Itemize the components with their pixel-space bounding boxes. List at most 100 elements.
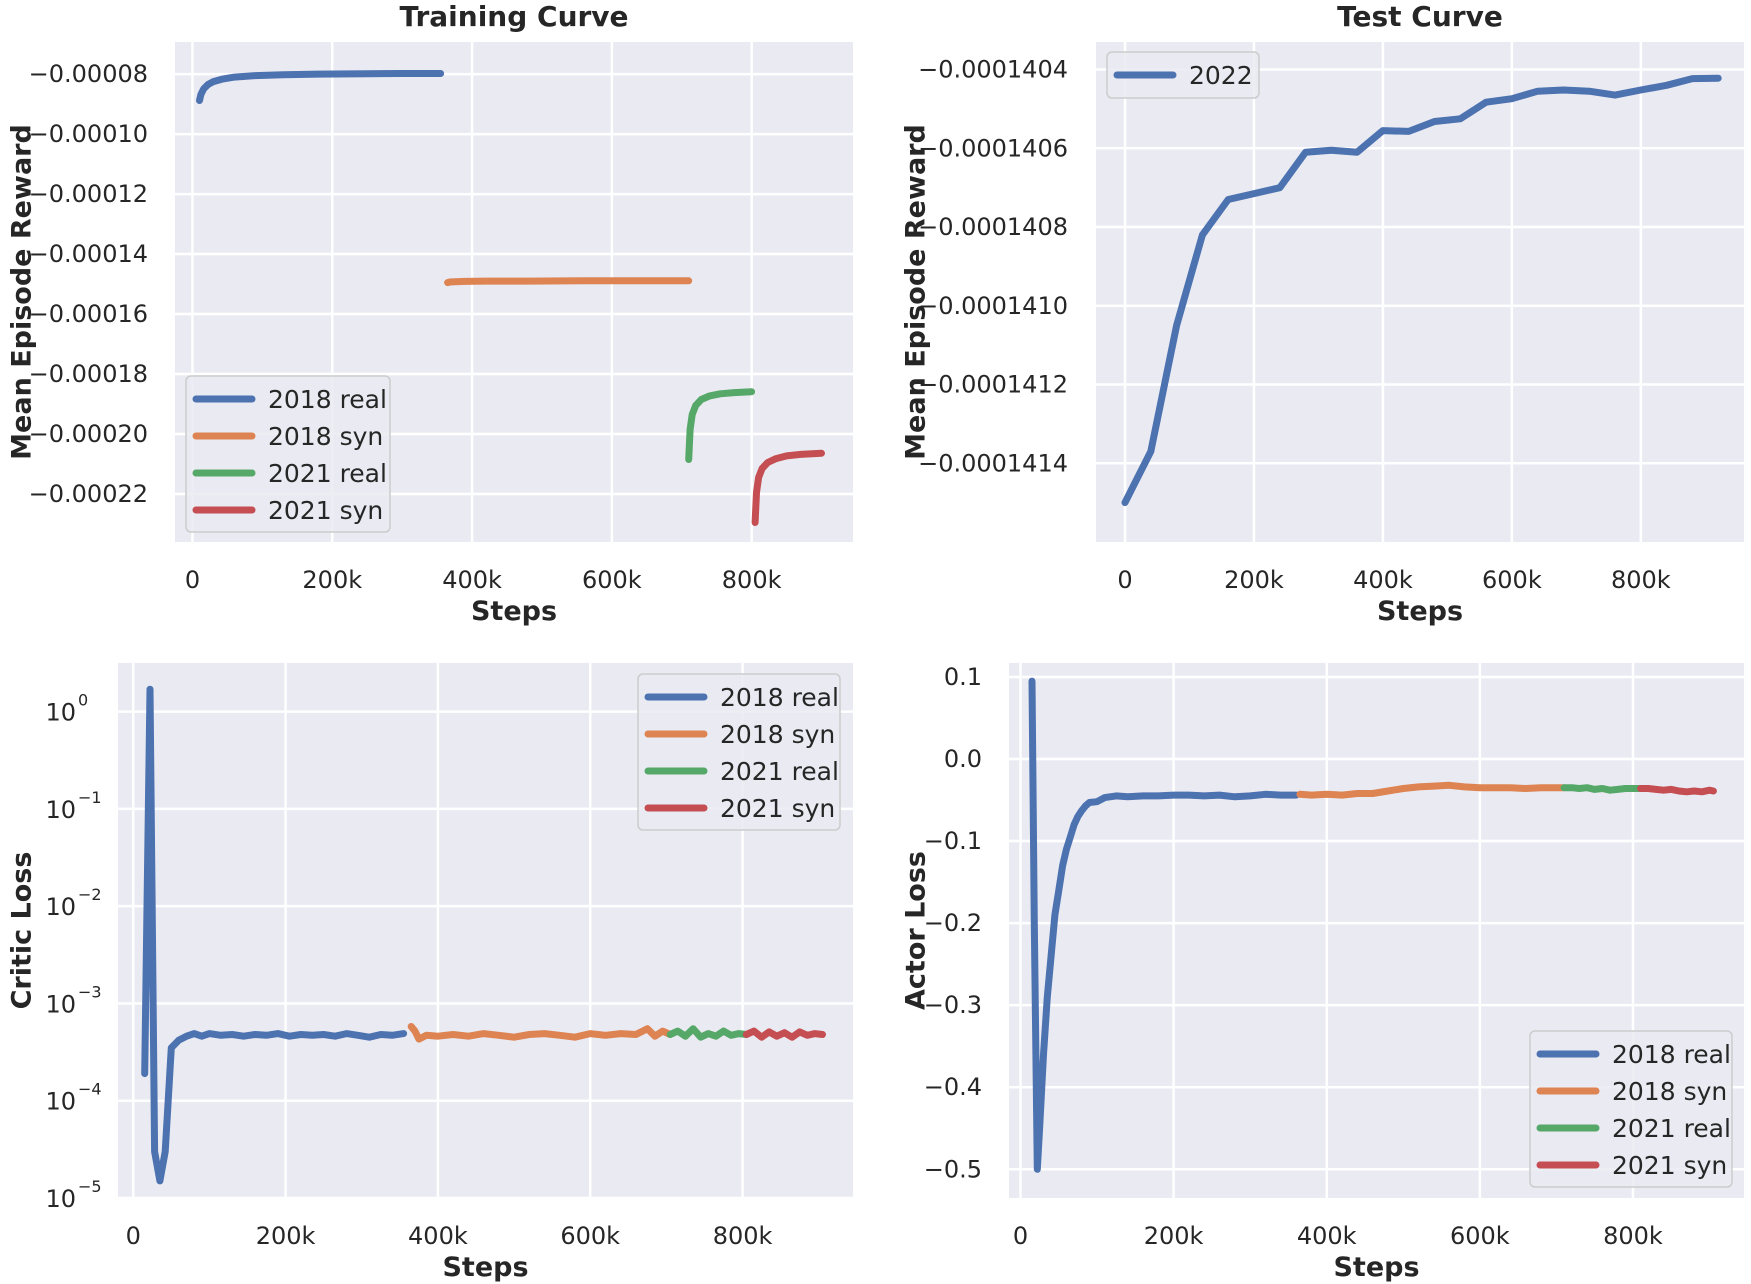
- legend-label: 2021 real: [1612, 1114, 1731, 1143]
- x-tick-label: 0: [1013, 1222, 1028, 1250]
- legend-label: 2021 syn: [1612, 1151, 1727, 1180]
- legend-label: 2018 real: [1612, 1040, 1731, 1069]
- series-line-2021-syn: [1637, 785, 1717, 796]
- y-tick-exponent: −1: [78, 788, 102, 807]
- y-tick-label: −0.0001412: [918, 371, 1068, 399]
- y-tick-exponent: −5: [78, 1177, 102, 1196]
- series-line-2018-syn: [407, 1023, 674, 1043]
- legend-label: 2021 real: [268, 459, 387, 488]
- series-line-2018-real: [1028, 677, 1300, 1173]
- legend-label: 2018 syn: [1612, 1077, 1727, 1106]
- y-tick-label: 0.1: [944, 663, 982, 691]
- y-tick-exponent: −2: [78, 885, 102, 904]
- x-tick-label: 400k: [1353, 566, 1413, 594]
- subplot-1: 0 200k 400k 600k 800k −0.00008 −0.00010 −0.0001…: [7, 0, 853, 627]
- legend-label: 2018 real: [720, 683, 839, 712]
- x-tick-label: 800k: [713, 1222, 773, 1250]
- y-tick-label: −0.00008: [29, 60, 148, 88]
- x-axis-label: Steps: [1377, 596, 1463, 627]
- x-tick-label: 600k: [1450, 1222, 1510, 1250]
- y-axis-label: Actor Loss: [901, 851, 932, 1010]
- x-tick-label: 200k: [1224, 566, 1284, 594]
- x-tick-label: 0: [1117, 566, 1132, 594]
- x-axis-label: Steps: [471, 596, 557, 627]
- subplot-2: 0 200k 400k 600k 800k −0.0001404 −0.0001406 −0.…: [901, 0, 1744, 627]
- y-axis-label: Mean Episode Reward: [7, 124, 38, 460]
- series-line-2018-real: [141, 685, 408, 1185]
- x-tick-label: 600k: [560, 1222, 620, 1250]
- x-tick-label: 400k: [442, 566, 502, 594]
- y-tick-label: 0.0: [944, 745, 982, 773]
- y-tick-label: 10: [45, 990, 76, 1018]
- y-tick-label: 10: [45, 1185, 76, 1213]
- x-tick-label: 400k: [408, 1222, 468, 1250]
- legend-label: 2022: [1189, 61, 1253, 90]
- legend: 2018 real 2018 syn 2021 real 2021 syn: [1529, 1030, 1733, 1188]
- x-tick-label: 400k: [1297, 1222, 1357, 1250]
- x-tick-label: 200k: [302, 566, 362, 594]
- legend-frame: [637, 673, 841, 831]
- legend: 2018 real 2018 syn 2021 real 2021 syn: [185, 375, 391, 533]
- y-tick-label: −0.00022: [29, 480, 148, 508]
- x-tick-label: 600k: [1482, 566, 1542, 594]
- legend: 2022: [1106, 51, 1260, 99]
- legend-label: 2018 real: [268, 385, 387, 414]
- y-tick-label: −0.1: [924, 827, 982, 855]
- y-tick-label: −0.00010: [29, 120, 148, 148]
- x-tick-label: 600k: [582, 566, 642, 594]
- y-tick-label: −0.00014: [29, 240, 148, 268]
- x-tick-label: 200k: [1144, 1222, 1204, 1250]
- legend-label: 2018 syn: [268, 422, 383, 451]
- y-tick-label: −0.0001414: [918, 449, 1068, 477]
- x-tick-label: 800k: [1603, 1222, 1663, 1250]
- y-axis-label: Critic Loss: [7, 852, 38, 1010]
- gridlines: [1009, 663, 1744, 1198]
- legend-frame: [1529, 1030, 1733, 1188]
- x-tick-label: 0: [185, 566, 200, 594]
- gridlines: [118, 663, 853, 1200]
- x-tick-label: 200k: [256, 1222, 316, 1250]
- y-tick-label: −0.0001406: [918, 134, 1068, 162]
- y-tick-label: −0.3: [924, 991, 982, 1019]
- y-tick-label: −0.4: [924, 1073, 982, 1101]
- y-tick-label: −0.2: [924, 909, 982, 937]
- y-tick-label: 10: [45, 1088, 76, 1116]
- legend-frame: [1106, 51, 1260, 99]
- legend: 2018 real 2018 syn 2021 real 2021 syn: [637, 673, 841, 831]
- y-tick-label: −0.5: [924, 1155, 982, 1183]
- plot-area: [1096, 42, 1744, 542]
- series-line-2021-real: [666, 1025, 750, 1041]
- legend-frame: [185, 375, 391, 533]
- y-tick-label: −0.00012: [29, 180, 148, 208]
- y-tick-exponent: −4: [78, 1080, 102, 1099]
- y-tick-exponent: 0: [78, 691, 88, 710]
- subplot-4: 0 200k 400k 600k 800k 0.1 0.0 −0.1 −0.2 −0.3 −0.4 −…: [901, 663, 1744, 1283]
- x-tick-label: 800k: [722, 566, 782, 594]
- y-tick-label: −0.0001404: [918, 56, 1068, 84]
- y-tick-label: 10: [45, 893, 76, 921]
- series-line-2018-real: [196, 70, 445, 104]
- y-tick-label: −0.0001408: [918, 213, 1068, 241]
- y-tick-label: 10: [45, 699, 76, 727]
- chart-title: Training Curve: [399, 0, 628, 33]
- legend-label: 2021 syn: [720, 794, 835, 823]
- y-tick-exponent: −3: [78, 982, 102, 1001]
- series-line-2018-syn: [1296, 781, 1568, 799]
- series-line-2021-real: [685, 388, 756, 463]
- x-axis-label: Steps: [442, 1252, 528, 1283]
- series-line-2021-syn: [751, 449, 825, 526]
- series-line-2021-real: [1560, 784, 1645, 794]
- y-tick-label: −0.00018: [29, 360, 148, 388]
- series-line-2021-syn: [742, 1027, 826, 1041]
- gridlines: [1096, 42, 1744, 542]
- legend-label: 2021 syn: [268, 496, 383, 525]
- series-line-2018-syn: [444, 277, 693, 287]
- x-tick-label: 0: [126, 1222, 141, 1250]
- y-tick-label: −0.00016: [29, 300, 148, 328]
- y-tick-label: 10: [45, 796, 76, 824]
- x-tick-label: 800k: [1611, 566, 1671, 594]
- y-tick-label: −0.0001410: [918, 292, 1068, 320]
- legend-label: 2018 syn: [720, 720, 835, 749]
